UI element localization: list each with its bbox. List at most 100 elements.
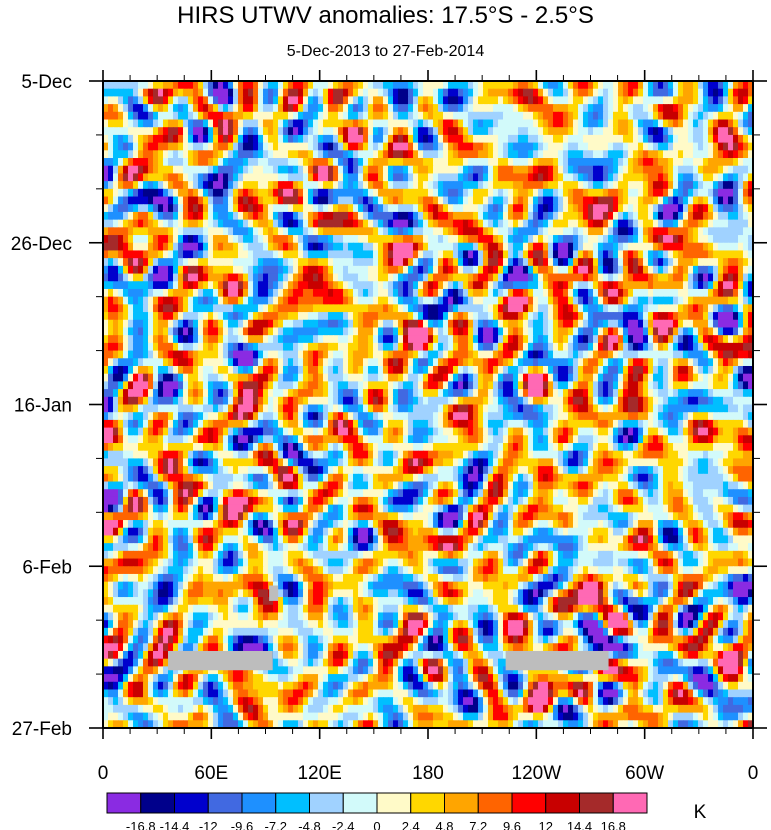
field-cell bbox=[398, 150, 404, 159]
field-cell bbox=[233, 365, 239, 375]
field-cell bbox=[343, 235, 349, 244]
field-cell bbox=[718, 227, 724, 236]
field-cell bbox=[218, 104, 224, 113]
field-cell bbox=[158, 319, 164, 329]
field-cell bbox=[688, 265, 694, 275]
field-cell bbox=[363, 258, 369, 267]
field-cell bbox=[703, 158, 709, 167]
field-cell bbox=[553, 273, 559, 282]
field-cell bbox=[218, 119, 224, 128]
field-cell bbox=[518, 273, 524, 282]
field-cell bbox=[213, 350, 219, 359]
field-cell bbox=[653, 242, 659, 252]
field-cell bbox=[463, 158, 469, 167]
field-cell bbox=[363, 319, 369, 329]
field-cell bbox=[348, 273, 354, 282]
field-cell bbox=[678, 250, 684, 259]
field-cell bbox=[518, 350, 524, 359]
field-cell bbox=[473, 158, 479, 167]
field-cell bbox=[188, 296, 194, 305]
field-cell bbox=[423, 165, 429, 175]
field-cell bbox=[393, 150, 399, 159]
field-cell bbox=[378, 319, 384, 329]
field-cell bbox=[223, 196, 229, 205]
field-cell bbox=[253, 281, 259, 290]
field-cell bbox=[538, 134, 544, 144]
field-cell bbox=[628, 358, 634, 367]
field-cell bbox=[298, 111, 304, 121]
field-cell bbox=[388, 96, 394, 105]
field-cell bbox=[413, 127, 419, 136]
field-cell bbox=[133, 150, 139, 159]
field-cell bbox=[248, 335, 254, 344]
field-cell bbox=[483, 158, 489, 167]
field-cell bbox=[443, 288, 449, 298]
field-cell bbox=[423, 281, 429, 290]
field-cell bbox=[323, 288, 329, 298]
field-cell bbox=[193, 235, 199, 244]
field-cell bbox=[388, 335, 394, 344]
field-cell bbox=[543, 288, 549, 298]
field-cell bbox=[228, 281, 234, 290]
field-cell bbox=[353, 273, 359, 282]
field-cell bbox=[103, 134, 109, 144]
field-cell bbox=[728, 104, 734, 113]
field-cell bbox=[238, 81, 244, 90]
field-cell bbox=[523, 150, 529, 159]
field-cell bbox=[313, 258, 319, 267]
field-cell bbox=[258, 211, 264, 221]
field-cell bbox=[178, 273, 184, 282]
field-cell bbox=[108, 273, 114, 282]
field-cell bbox=[148, 196, 154, 205]
field-cell bbox=[188, 288, 194, 298]
field-cell bbox=[148, 319, 154, 329]
field-cell bbox=[158, 250, 164, 259]
field-cell bbox=[648, 134, 654, 144]
field-cell bbox=[478, 188, 484, 198]
field-cell bbox=[628, 319, 634, 329]
field-cell bbox=[283, 373, 289, 382]
field-cell bbox=[443, 211, 449, 221]
field-cell bbox=[608, 96, 614, 105]
field-cell bbox=[573, 304, 579, 313]
field-cell bbox=[628, 327, 634, 336]
field-cell bbox=[293, 142, 299, 151]
field-cell bbox=[388, 104, 394, 113]
field-cell bbox=[248, 304, 254, 313]
field-cell bbox=[438, 365, 444, 375]
field-cell bbox=[668, 281, 674, 290]
field-cell bbox=[623, 312, 629, 321]
field-cell bbox=[633, 350, 639, 359]
field-cell bbox=[318, 350, 324, 359]
field-cell bbox=[678, 150, 684, 159]
field-cell bbox=[703, 281, 709, 290]
field-cell bbox=[483, 281, 489, 290]
field-cell bbox=[208, 150, 214, 159]
field-cell bbox=[248, 235, 254, 244]
field-cell bbox=[593, 304, 599, 313]
field-cell bbox=[303, 258, 309, 267]
field-cell bbox=[563, 312, 569, 321]
field-cell bbox=[353, 127, 359, 136]
field-cell bbox=[523, 142, 529, 151]
field-cell bbox=[448, 273, 454, 282]
field-cell bbox=[473, 219, 479, 228]
field-cell bbox=[203, 181, 209, 190]
field-cell bbox=[258, 227, 264, 236]
field-cell bbox=[403, 196, 409, 205]
field-cell bbox=[533, 296, 539, 305]
field-cell bbox=[113, 319, 119, 329]
field-cell bbox=[248, 181, 254, 190]
field-cell bbox=[313, 265, 319, 275]
field-cell bbox=[228, 88, 234, 97]
field-cell bbox=[493, 134, 499, 144]
field-cell bbox=[278, 227, 284, 236]
field-cell bbox=[258, 173, 264, 182]
field-cell bbox=[448, 358, 454, 367]
field-cell bbox=[698, 127, 704, 136]
field-cell bbox=[693, 142, 699, 151]
field-cell bbox=[413, 250, 419, 259]
field-cell bbox=[438, 227, 444, 236]
field-cell bbox=[198, 181, 204, 190]
field-cell bbox=[338, 96, 344, 105]
